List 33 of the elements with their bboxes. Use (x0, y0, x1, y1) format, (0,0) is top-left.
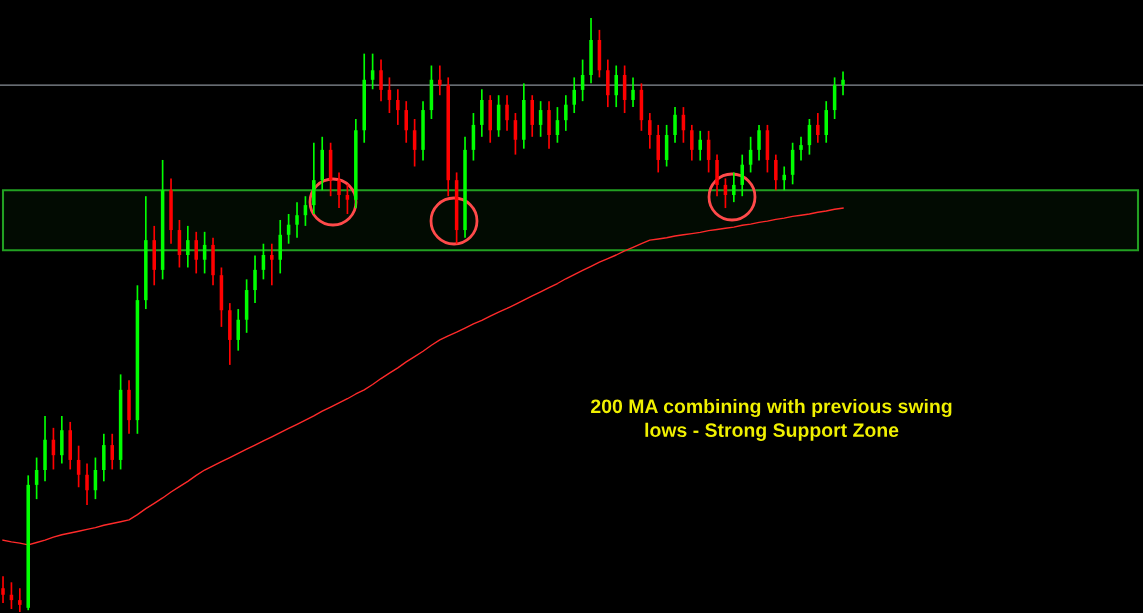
candlestick (799, 135, 803, 162)
candlestick (816, 112, 820, 144)
candlestick (673, 106, 677, 144)
candlestick (614, 64, 618, 108)
candlestick (404, 100, 408, 144)
candlestick (85, 462, 89, 506)
candlestick (110, 432, 114, 471)
candlestick (690, 124, 694, 162)
candlestick (18, 587, 22, 613)
candlestick (732, 171, 736, 203)
candlestick (194, 231, 198, 275)
candlestick (757, 124, 761, 162)
candlestick (782, 165, 786, 192)
candlestick (698, 130, 702, 162)
candlestick (505, 94, 509, 132)
candlestick (564, 94, 568, 132)
candlestick (236, 308, 240, 352)
annotation: 200 MA combining with previous swing lows - Strong Support Zone (591, 398, 952, 441)
candlestick (186, 225, 190, 269)
candlestick (295, 201, 299, 239)
candlestick (631, 76, 635, 108)
candlestick (270, 242, 274, 287)
candlestick (253, 254, 257, 304)
candlestick (572, 76, 576, 114)
candlestick (774, 153, 778, 192)
candlestick (337, 171, 341, 209)
candlestick (438, 64, 442, 97)
candlestick (740, 153, 744, 198)
candlestick (1, 575, 5, 604)
candlestick (379, 58, 383, 102)
candlestick (648, 112, 652, 150)
candlestick (841, 70, 845, 97)
candlestick (396, 88, 400, 126)
